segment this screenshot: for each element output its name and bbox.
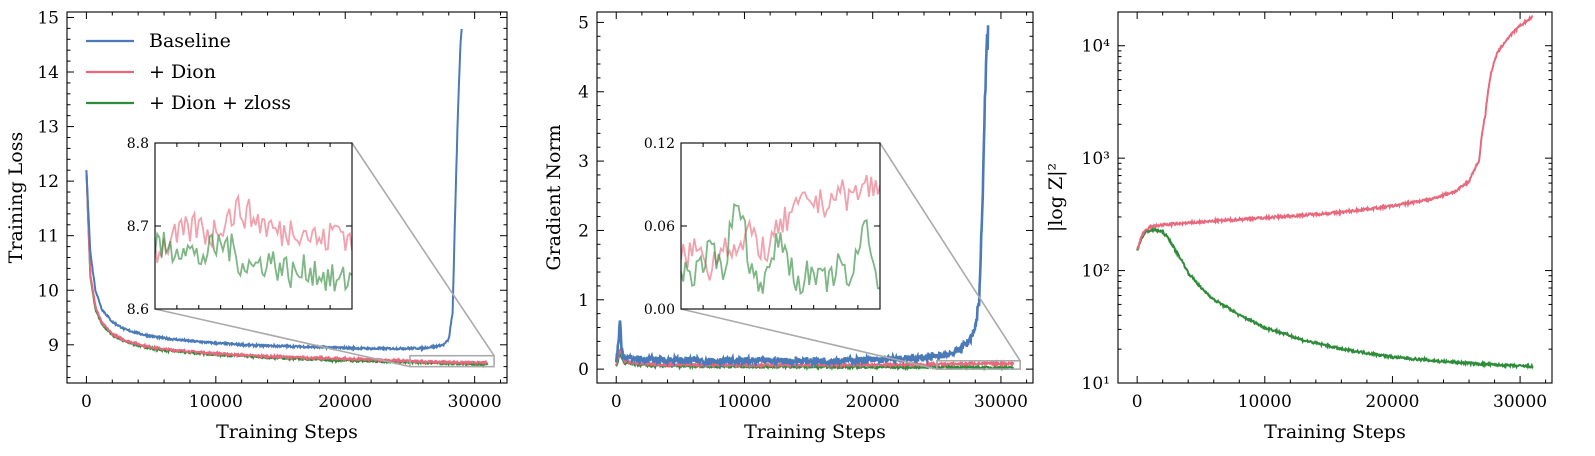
training-loss-chart: 0 10000 20000 30000 9 10 11 12 13 14 15 Training St… [5,8,508,443]
x-tick-label: 10000 [1238,392,1292,412]
plot-frame [66,11,508,384]
zoom-region [936,360,1021,370]
zoom-region [409,354,495,368]
x-axis-title: Training Steps [216,421,358,443]
x-axis-title: Training Steps [1264,421,1406,443]
x-tick-label: 10000 [189,392,243,412]
zoom-connector [879,142,1021,362]
y-tick-label: 0 [578,360,589,380]
x-tick-label: 30000 [448,392,502,412]
y-tick-label: 2 [578,221,589,241]
inset-y-tick-label: 0.06 [644,219,675,235]
series-line--dion [85,169,489,367]
y-tick-label: 3 [578,152,589,172]
inset-y-tick-label: 8.7 [127,219,149,235]
y-axis-title: Training Loss [5,132,27,263]
x-tick-label: 30000 [1493,392,1547,412]
x-tick-label: 0 [81,392,92,412]
y-tick-label: 4 [578,83,589,103]
inset-series-line [155,231,352,292]
series-line--dion-zloss [1136,226,1534,370]
y-tick-label: 13 [37,118,59,138]
inset-y-tick-label: 8.6 [127,302,149,318]
series-line-baseline [85,28,463,353]
y-axis-title: Gradient Norm [543,124,565,270]
inset-y-tick-label: 8.8 [127,136,149,152]
y-tick-label: 10⁴ [1082,37,1111,57]
inset-y-tick-label: 0.00 [644,302,675,318]
inset-series-line [155,193,352,263]
x-tick-label: 20000 [846,392,900,412]
y-tick-label: 15 [37,8,59,28]
x-tick-label: 0 [611,392,622,412]
y-tick-label: 11 [37,227,59,247]
legend-label: + Dion [149,61,216,83]
y-tick-label: 10² [1082,262,1110,282]
y-tick-label: 14 [37,63,59,83]
x-tick-label: 0 [1132,392,1143,412]
logz-chart: 0 10000 20000 30000 10¹ 10² 10³ 10⁴ Training Ste… [1045,11,1553,443]
legend: Baseline + Dion + Dion + zloss [86,30,291,114]
legend-label: + Dion + zloss [149,92,291,114]
series-line-baseline [614,25,990,369]
y-tick-label: 5 [578,13,589,33]
zoom-connector [680,308,938,370]
x-tick-label: 20000 [1365,392,1419,412]
zoom-connector [351,142,495,357]
y-axis-title: |log Z|² [1045,163,1067,232]
legend-label: Baseline [149,30,231,52]
x-tick-label: 10000 [717,392,771,412]
x-tick-label: 30000 [974,392,1028,412]
series-line--dion [1136,15,1534,251]
plot-frame [1117,11,1553,384]
x-tick-label: 20000 [318,392,372,412]
inset-series-line [681,202,880,296]
y-tick-label: 12 [37,172,59,192]
zoom-connector [154,308,411,368]
y-tick-label: 10³ [1082,149,1110,169]
y-tick-label: 1 [578,291,589,311]
gradient-norm-chart: 0 10000 20000 30000 0 1 2 3 4 5 Training Steps Grad… [543,11,1034,443]
inset-y-tick-label: 0.12 [644,136,675,152]
y-tick-label: 9 [48,336,59,356]
x-axis-title: Training Steps [744,421,886,443]
plot-frame [596,11,1034,384]
y-tick-label: 10 [37,281,59,301]
y-tick-label: 10¹ [1082,374,1110,394]
